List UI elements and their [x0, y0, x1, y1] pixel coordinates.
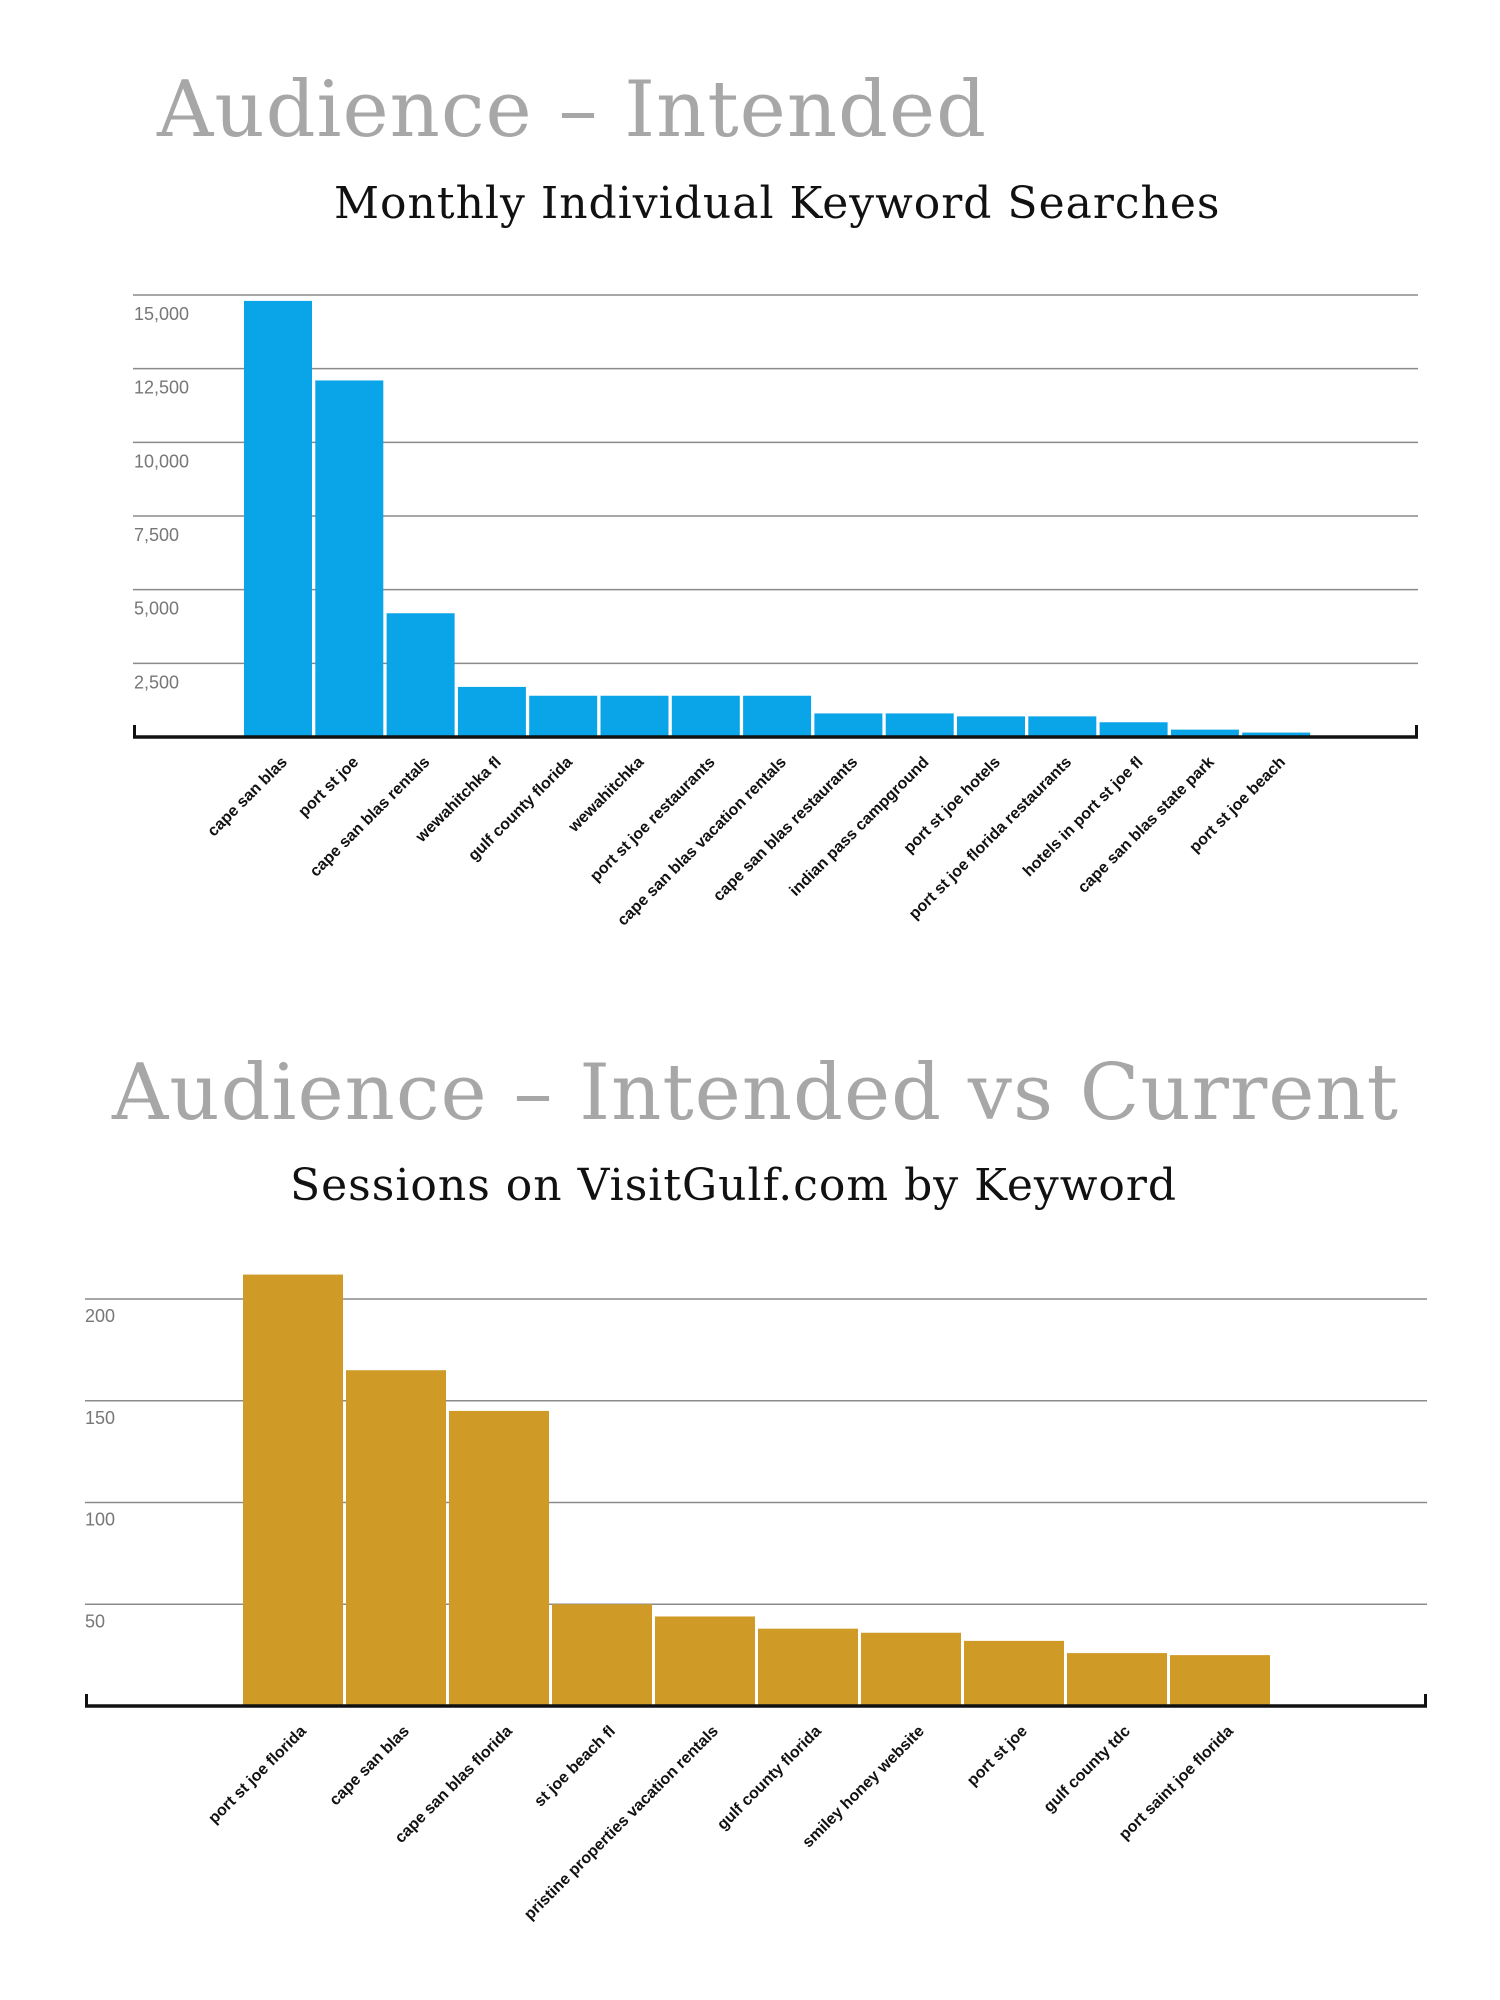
- bar: [758, 1628, 858, 1706]
- x-category-label: port st joe: [295, 754, 362, 821]
- bar: [244, 300, 312, 737]
- bar: [814, 713, 883, 737]
- bar: [964, 1640, 1064, 1706]
- bar: [315, 380, 384, 737]
- x-category-label: cape san blas restaurants: [710, 754, 861, 905]
- chart-title-sessions-by-keyword: Sessions on VisitGulf.com by Keyword: [290, 1160, 1178, 1211]
- x-category-label: cape san blas rentals: [307, 754, 434, 881]
- y-tick-label: 12,500: [134, 378, 189, 398]
- bar: [386, 613, 455, 737]
- bar: [457, 686, 526, 737]
- y-tick-label: 15,000: [134, 304, 189, 324]
- bar: [346, 1370, 446, 1706]
- bar: [861, 1632, 961, 1706]
- bar: [885, 713, 954, 737]
- bar: [1099, 722, 1168, 737]
- x-category-label: cape san blas florida: [392, 1723, 516, 1847]
- bar: [243, 1274, 343, 1706]
- x-category-label: port saint joe florida: [1116, 1723, 1237, 1844]
- bar: [1028, 716, 1097, 737]
- bar: [600, 695, 669, 737]
- x-category-label: pristine properties vacation rentals: [521, 1723, 722, 1924]
- x-category-label: hotels in port st joe fl: [1020, 754, 1146, 880]
- x-category-label: indian pass campground: [787, 754, 933, 900]
- bar: [552, 1604, 652, 1706]
- x-category-label: cape san blas state park: [1075, 754, 1218, 897]
- y-tick-label: 7,500: [134, 525, 179, 545]
- x-category-label: port st joe restaurants: [587, 754, 719, 886]
- bar: [743, 695, 812, 737]
- bar: [1170, 729, 1239, 737]
- x-category-label: wewahitchka: [565, 754, 648, 837]
- x-category-label: cape san blas: [327, 1723, 413, 1809]
- y-tick-label: 10,000: [134, 451, 189, 471]
- x-category-label: cape san blas: [205, 754, 291, 840]
- x-category-label: gulf county tdc: [1041, 1723, 1134, 1816]
- y-tick-label: 2,500: [134, 672, 179, 692]
- x-category-label: gulf county florida: [714, 1723, 825, 1834]
- chart-title-keyword-searches: Monthly Individual Keyword Searches: [334, 178, 1221, 229]
- bar: [1242, 732, 1311, 737]
- y-tick-label: 100: [85, 1510, 115, 1530]
- bar: [671, 695, 740, 737]
- y-tick-label: 200: [85, 1306, 115, 1326]
- section-title-intended: Audience – Intended: [157, 65, 988, 155]
- bar: [1170, 1655, 1270, 1706]
- y-tick-label: 50: [85, 1611, 105, 1631]
- x-category-label: port st joe: [964, 1723, 1031, 1790]
- bar: [529, 695, 598, 737]
- x-category-label: port st joe florida: [205, 1723, 309, 1827]
- y-tick-label: 150: [85, 1408, 115, 1428]
- bar: [1067, 1653, 1167, 1706]
- bar: [957, 716, 1025, 737]
- x-category-label: st joe beach fl: [531, 1723, 618, 1810]
- section-title-intended-vs-current: Audience – Intended vs Current: [112, 1048, 1399, 1138]
- y-tick-label: 5,000: [134, 599, 179, 619]
- x-category-label: smiley honey website: [799, 1723, 927, 1851]
- bar: [449, 1410, 549, 1706]
- bar: [655, 1616, 755, 1706]
- keyword-searches-bar-chart: 2,500 5,000 7,500 10,000 12,500 15,000 cape sa…: [133, 294, 1418, 929]
